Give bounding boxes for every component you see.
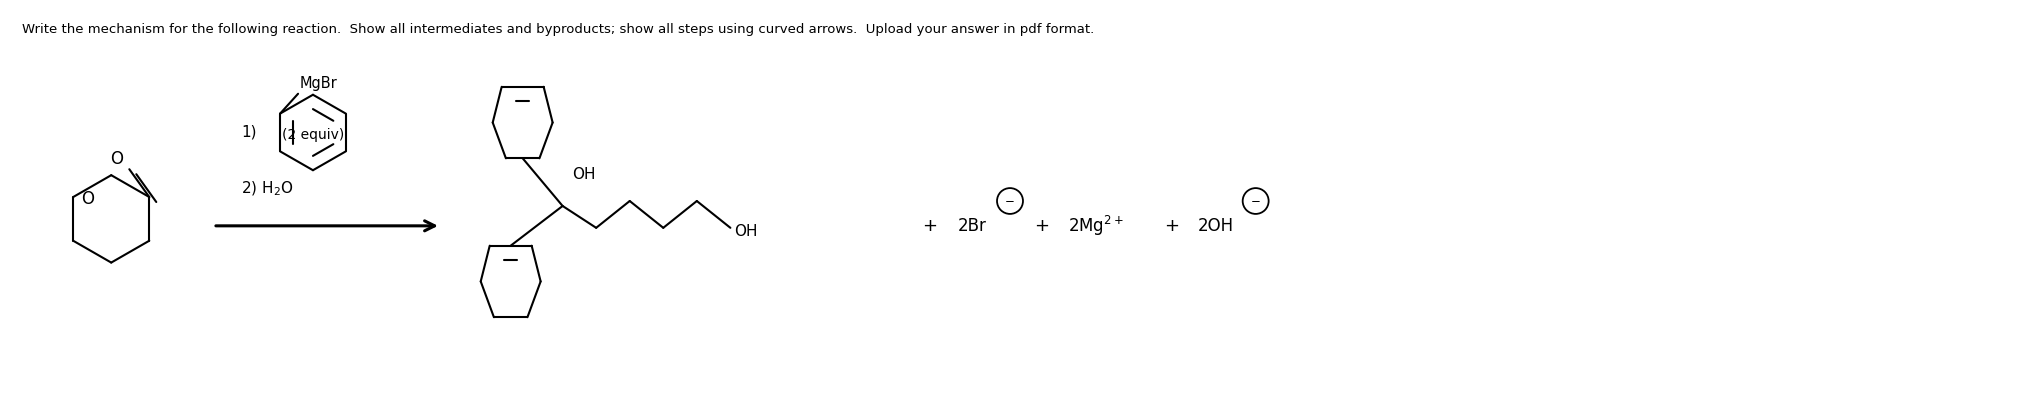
Text: 2Mg$^{2+}$: 2Mg$^{2+}$ bbox=[1067, 214, 1123, 238]
Text: O: O bbox=[109, 150, 123, 168]
Text: O: O bbox=[81, 190, 95, 208]
Text: 2OH: 2OH bbox=[1198, 217, 1234, 235]
Text: MgBr: MgBr bbox=[301, 76, 337, 91]
Text: −: − bbox=[1004, 194, 1015, 208]
Text: 1): 1) bbox=[242, 125, 256, 140]
Text: OH: OH bbox=[573, 167, 597, 182]
Text: +: + bbox=[1035, 217, 1049, 235]
Text: −: − bbox=[1251, 194, 1261, 208]
Text: Write the mechanism for the following reaction.  Show all intermediates and bypr: Write the mechanism for the following re… bbox=[22, 23, 1093, 36]
Text: +: + bbox=[922, 217, 938, 235]
Text: (2 equiv): (2 equiv) bbox=[282, 128, 345, 143]
Text: 2Br: 2Br bbox=[958, 217, 986, 235]
Text: OH: OH bbox=[734, 224, 758, 239]
Text: +: + bbox=[1164, 217, 1180, 235]
Text: 2) H$_2$O: 2) H$_2$O bbox=[242, 180, 294, 198]
